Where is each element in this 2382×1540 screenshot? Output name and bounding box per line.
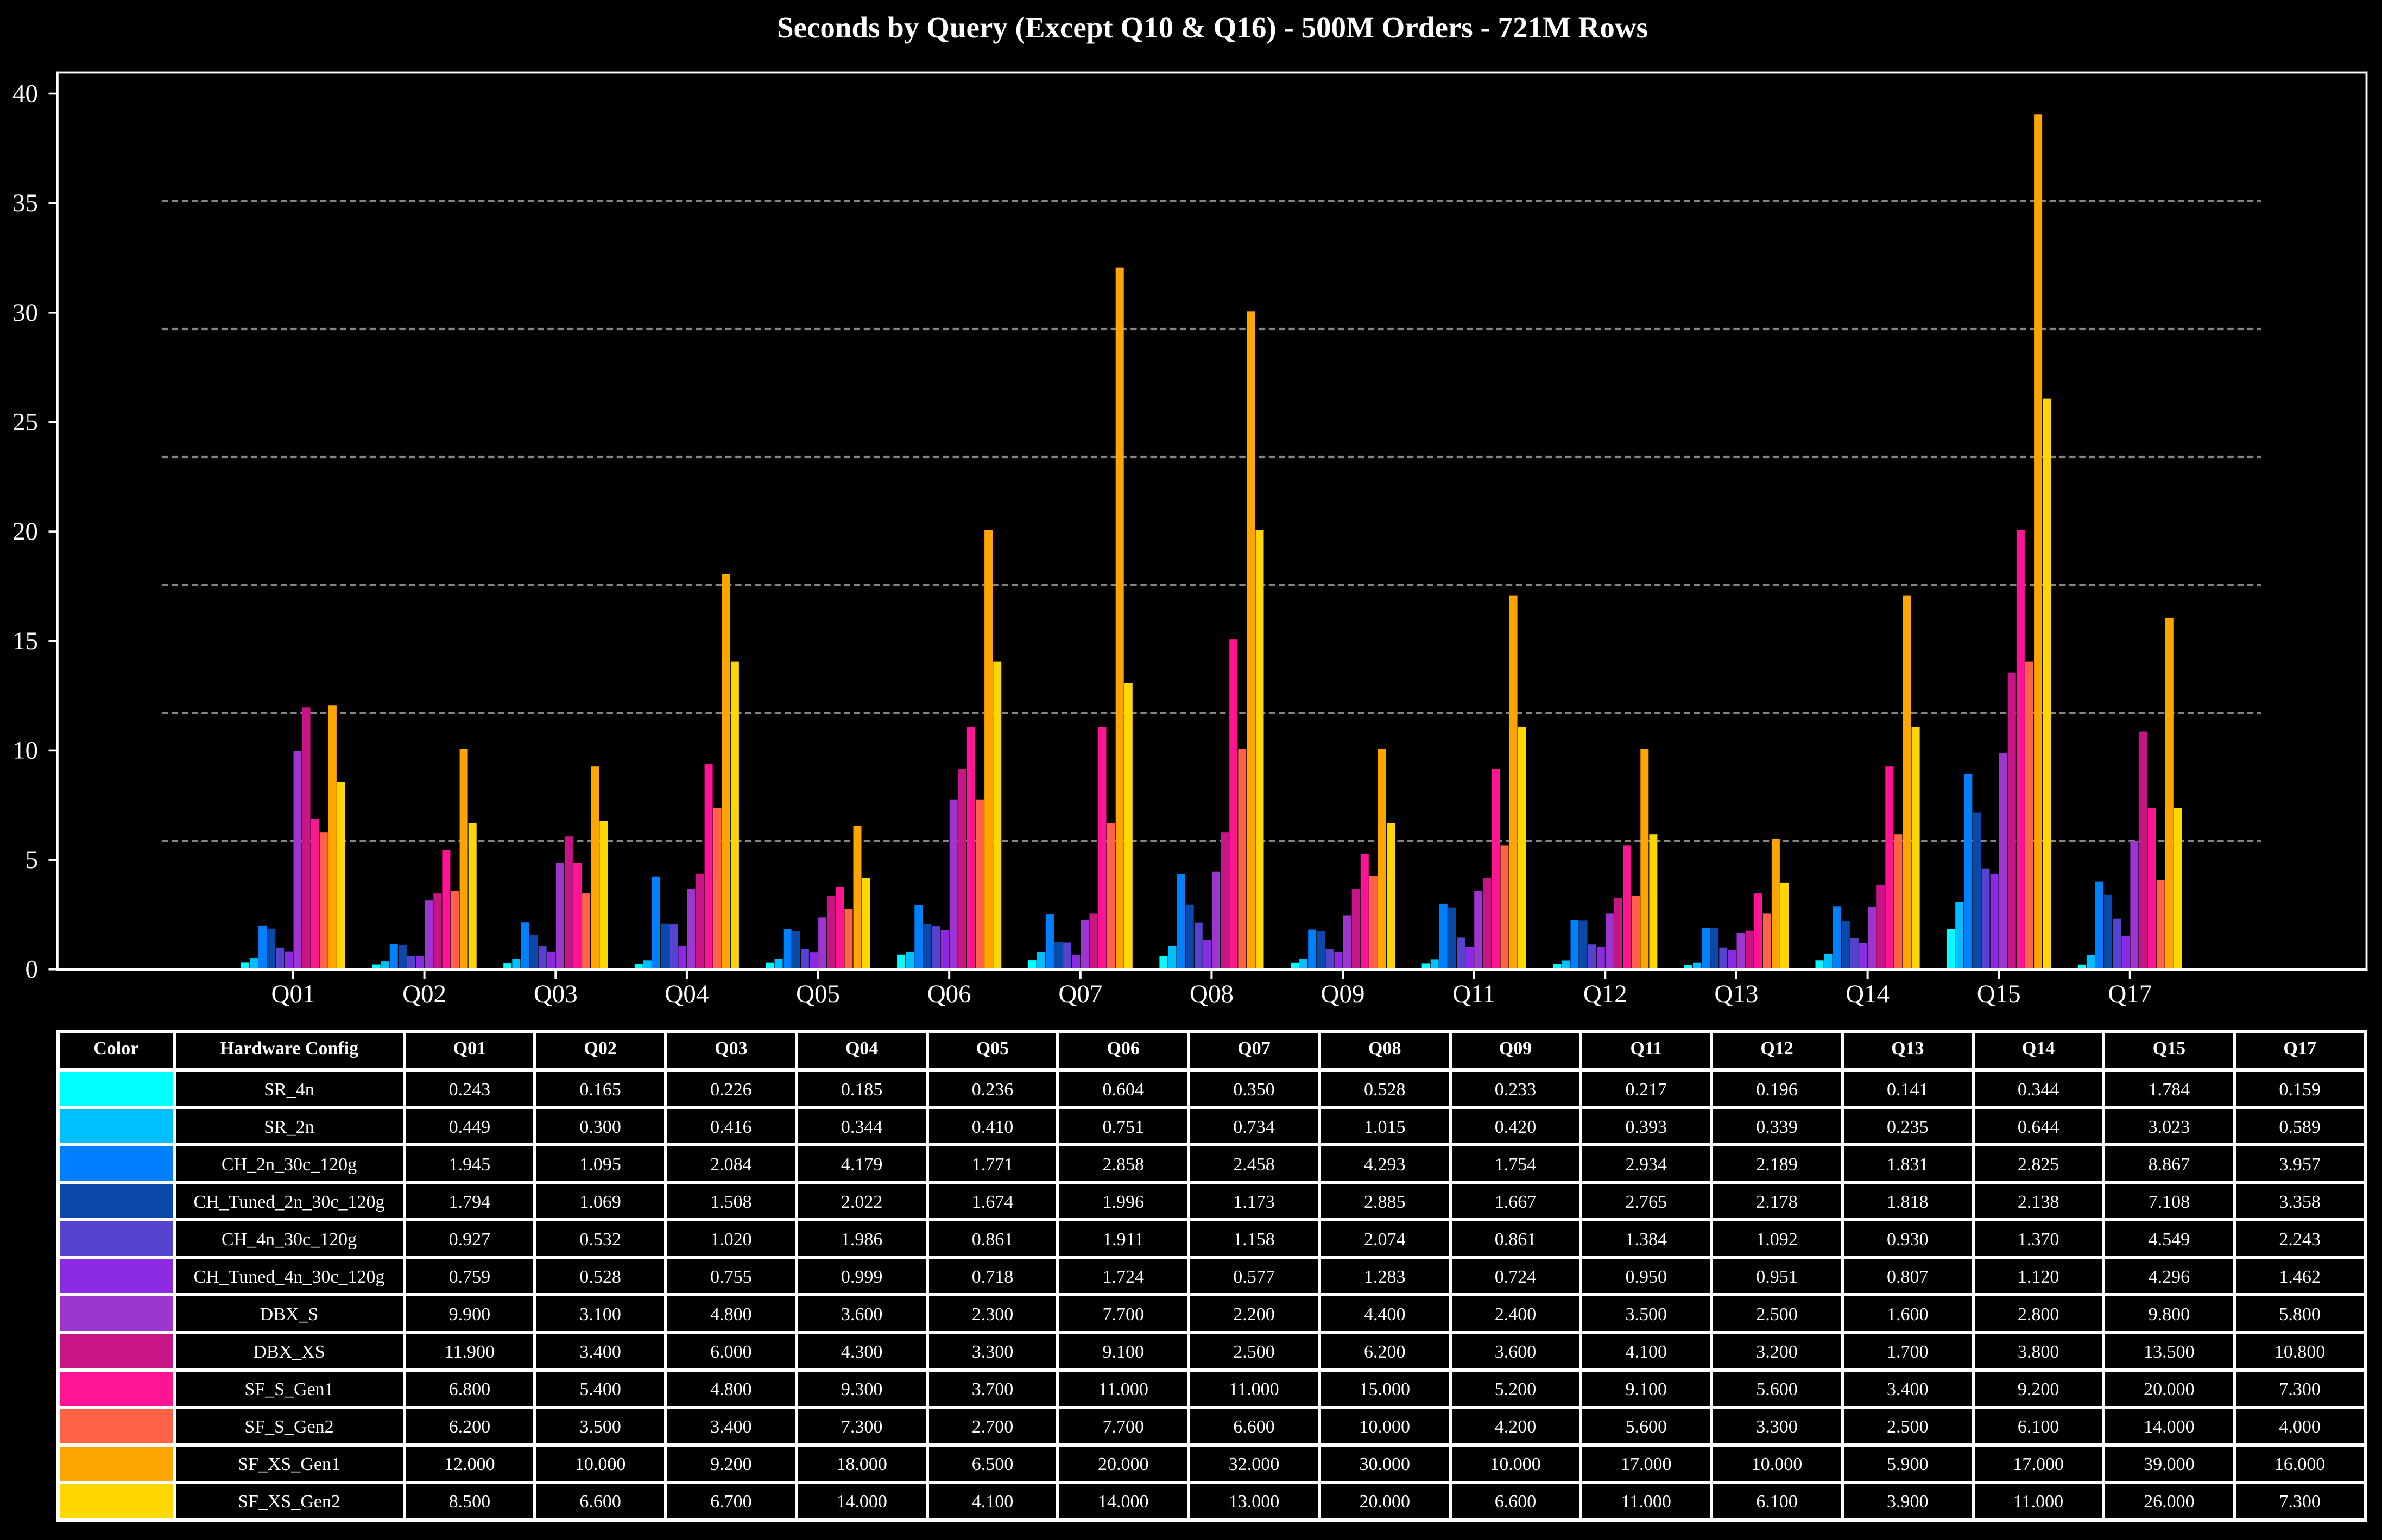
svg-text:Q08: Q08 bbox=[1190, 980, 1234, 1008]
svg-text:40: 40 bbox=[12, 80, 38, 108]
svg-text:25: 25 bbox=[12, 408, 38, 436]
svg-text:5: 5 bbox=[26, 846, 39, 874]
svg-text:Q14: Q14 bbox=[1846, 980, 1890, 1008]
svg-text:Q07: Q07 bbox=[1058, 980, 1102, 1008]
svg-text:Q11: Q11 bbox=[1452, 980, 1495, 1008]
svg-text:20: 20 bbox=[12, 517, 38, 546]
svg-text:10: 10 bbox=[12, 736, 38, 764]
svg-text:Q15: Q15 bbox=[1977, 980, 2021, 1008]
svg-text:Q09: Q09 bbox=[1321, 980, 1365, 1008]
svg-text:35: 35 bbox=[12, 189, 38, 217]
svg-text:Q02: Q02 bbox=[402, 980, 446, 1008]
svg-text:Q01: Q01 bbox=[271, 980, 315, 1008]
svg-text:0: 0 bbox=[26, 955, 39, 984]
svg-text:Q17: Q17 bbox=[2108, 980, 2152, 1008]
svg-text:30: 30 bbox=[12, 299, 38, 327]
svg-text:Q06: Q06 bbox=[927, 980, 971, 1008]
svg-text:Q05: Q05 bbox=[796, 980, 840, 1008]
svg-text:Q13: Q13 bbox=[1714, 980, 1758, 1008]
svg-text:15: 15 bbox=[12, 627, 38, 655]
svg-text:Q03: Q03 bbox=[534, 980, 578, 1008]
svg-text:Q12: Q12 bbox=[1583, 980, 1627, 1008]
svg-text:Q04: Q04 bbox=[665, 980, 709, 1008]
svg-text:Seconds by Query (Except Q10 &: Seconds by Query (Except Q10 & Q16) - 50… bbox=[777, 11, 1648, 44]
